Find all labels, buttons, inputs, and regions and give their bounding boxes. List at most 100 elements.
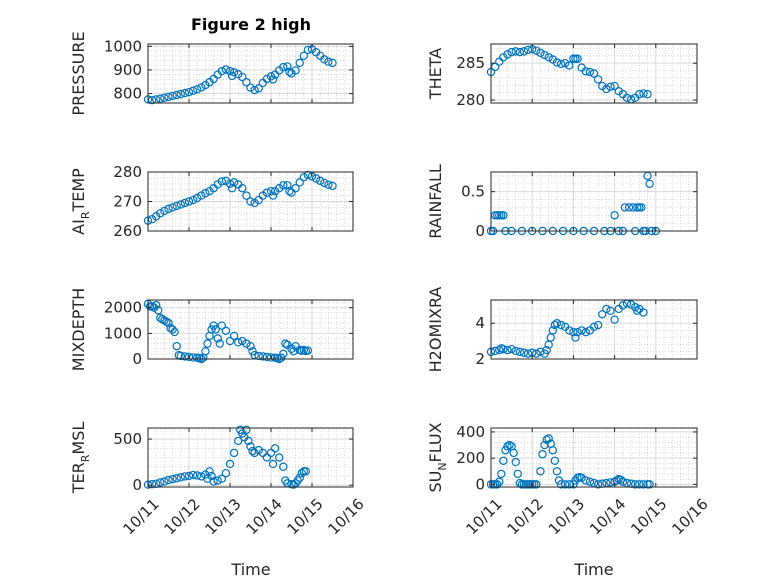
- data-point: [242, 339, 251, 348]
- data-point: [176, 473, 185, 482]
- data-point: [316, 176, 325, 186]
- data-point: [511, 47, 520, 56]
- data-point: [176, 351, 185, 361]
- data-point: [283, 62, 292, 71]
- data-point: [258, 352, 267, 361]
- y-tick-label: 260: [113, 222, 142, 240]
- data-point: [244, 436, 253, 446]
- data-point: [581, 476, 590, 485]
- data-point: [639, 480, 648, 489]
- data-point: [242, 425, 251, 435]
- data-point: [192, 85, 202, 94]
- data-point: [505, 440, 514, 450]
- data-point: [233, 338, 243, 347]
- data-point: [160, 206, 169, 216]
- data-point: [233, 436, 243, 446]
- data-point: [320, 55, 329, 64]
- data-point: [207, 471, 216, 481]
- data-point: [176, 89, 185, 99]
- axes-box: [147, 427, 354, 488]
- data-point: [556, 320, 566, 330]
- data-point: [172, 341, 181, 351]
- data-point: [295, 178, 304, 187]
- subplot-h2omixra: 2 4 H2OMIXRA: [426, 287, 698, 372]
- data-point: [188, 86, 198, 95]
- data-point: [229, 448, 239, 458]
- data-point: [215, 339, 224, 348]
- data-point: [172, 474, 181, 483]
- data-point: [192, 471, 202, 480]
- data-point: [258, 448, 267, 458]
- data-point: [536, 48, 545, 58]
- data-point: [581, 67, 590, 76]
- data-point: [519, 47, 529, 56]
- data-point: [225, 336, 235, 346]
- data-point: [197, 83, 206, 92]
- ylabel-terr-msl: TERRMSL: [69, 422, 92, 495]
- x-tick-label: 10/14: [586, 495, 629, 538]
- data-point: [180, 88, 190, 98]
- y-tick-label: 280: [456, 91, 485, 109]
- y-tick-label: 280: [113, 163, 142, 181]
- data-point: [639, 89, 648, 98]
- data-point: [279, 462, 288, 471]
- data-point: [242, 78, 251, 87]
- x-tick-label: 10/15: [283, 495, 326, 538]
- data-point: [573, 327, 582, 337]
- data-point: [589, 322, 599, 332]
- data-point: [540, 50, 549, 60]
- data-point: [262, 453, 272, 462]
- y-tick-label: 0: [132, 350, 142, 368]
- data-point: [324, 180, 333, 189]
- data-point: [593, 75, 603, 84]
- data-point: [156, 478, 165, 487]
- data-point: [221, 326, 231, 335]
- data-point: [164, 92, 173, 102]
- data-point: [620, 203, 630, 212]
- data-point: [301, 467, 311, 476]
- data-point: [287, 344, 296, 353]
- data-point: [279, 181, 288, 190]
- data-point: [602, 304, 611, 314]
- data-point: [184, 471, 194, 481]
- data-point: [287, 188, 296, 197]
- y-tick-label: 270: [113, 193, 142, 211]
- data-point: [581, 327, 590, 337]
- data-point: [229, 331, 239, 341]
- data-point: [184, 87, 194, 97]
- data-point: [176, 200, 185, 209]
- data-point: [184, 352, 194, 362]
- y-tick-label: 2: [475, 350, 485, 368]
- axes-box: [490, 427, 698, 488]
- ylabel-air-temp: AIRTEMP: [69, 168, 92, 235]
- data-point: [593, 480, 603, 489]
- data-point: [172, 90, 181, 100]
- data-point: [515, 47, 525, 57]
- data-point: [180, 198, 190, 208]
- x-tick-label: 10/13: [201, 495, 244, 538]
- data-point: [281, 339, 290, 348]
- data-point: [501, 446, 510, 455]
- data-point: [499, 344, 508, 354]
- subplot-theta: 280 285 THETA: [426, 43, 698, 109]
- data-point: [156, 209, 165, 218]
- data-point: [610, 315, 619, 324]
- data-point: [168, 474, 177, 484]
- data-point: [556, 480, 566, 489]
- x-tick-label: 10/13: [545, 495, 588, 538]
- data-point: [560, 58, 570, 68]
- data-point: [542, 345, 551, 355]
- data-point: [158, 315, 167, 324]
- data-point: [242, 191, 251, 200]
- data-point: [624, 203, 634, 212]
- data-point: [188, 470, 198, 480]
- y-tick-label: 285: [456, 54, 485, 72]
- data-point: [544, 53, 553, 62]
- data-point: [540, 440, 549, 450]
- data-point: [598, 310, 607, 319]
- y-tick-label: 1000: [104, 324, 142, 342]
- data-point: [635, 480, 644, 489]
- data-point: [160, 316, 169, 325]
